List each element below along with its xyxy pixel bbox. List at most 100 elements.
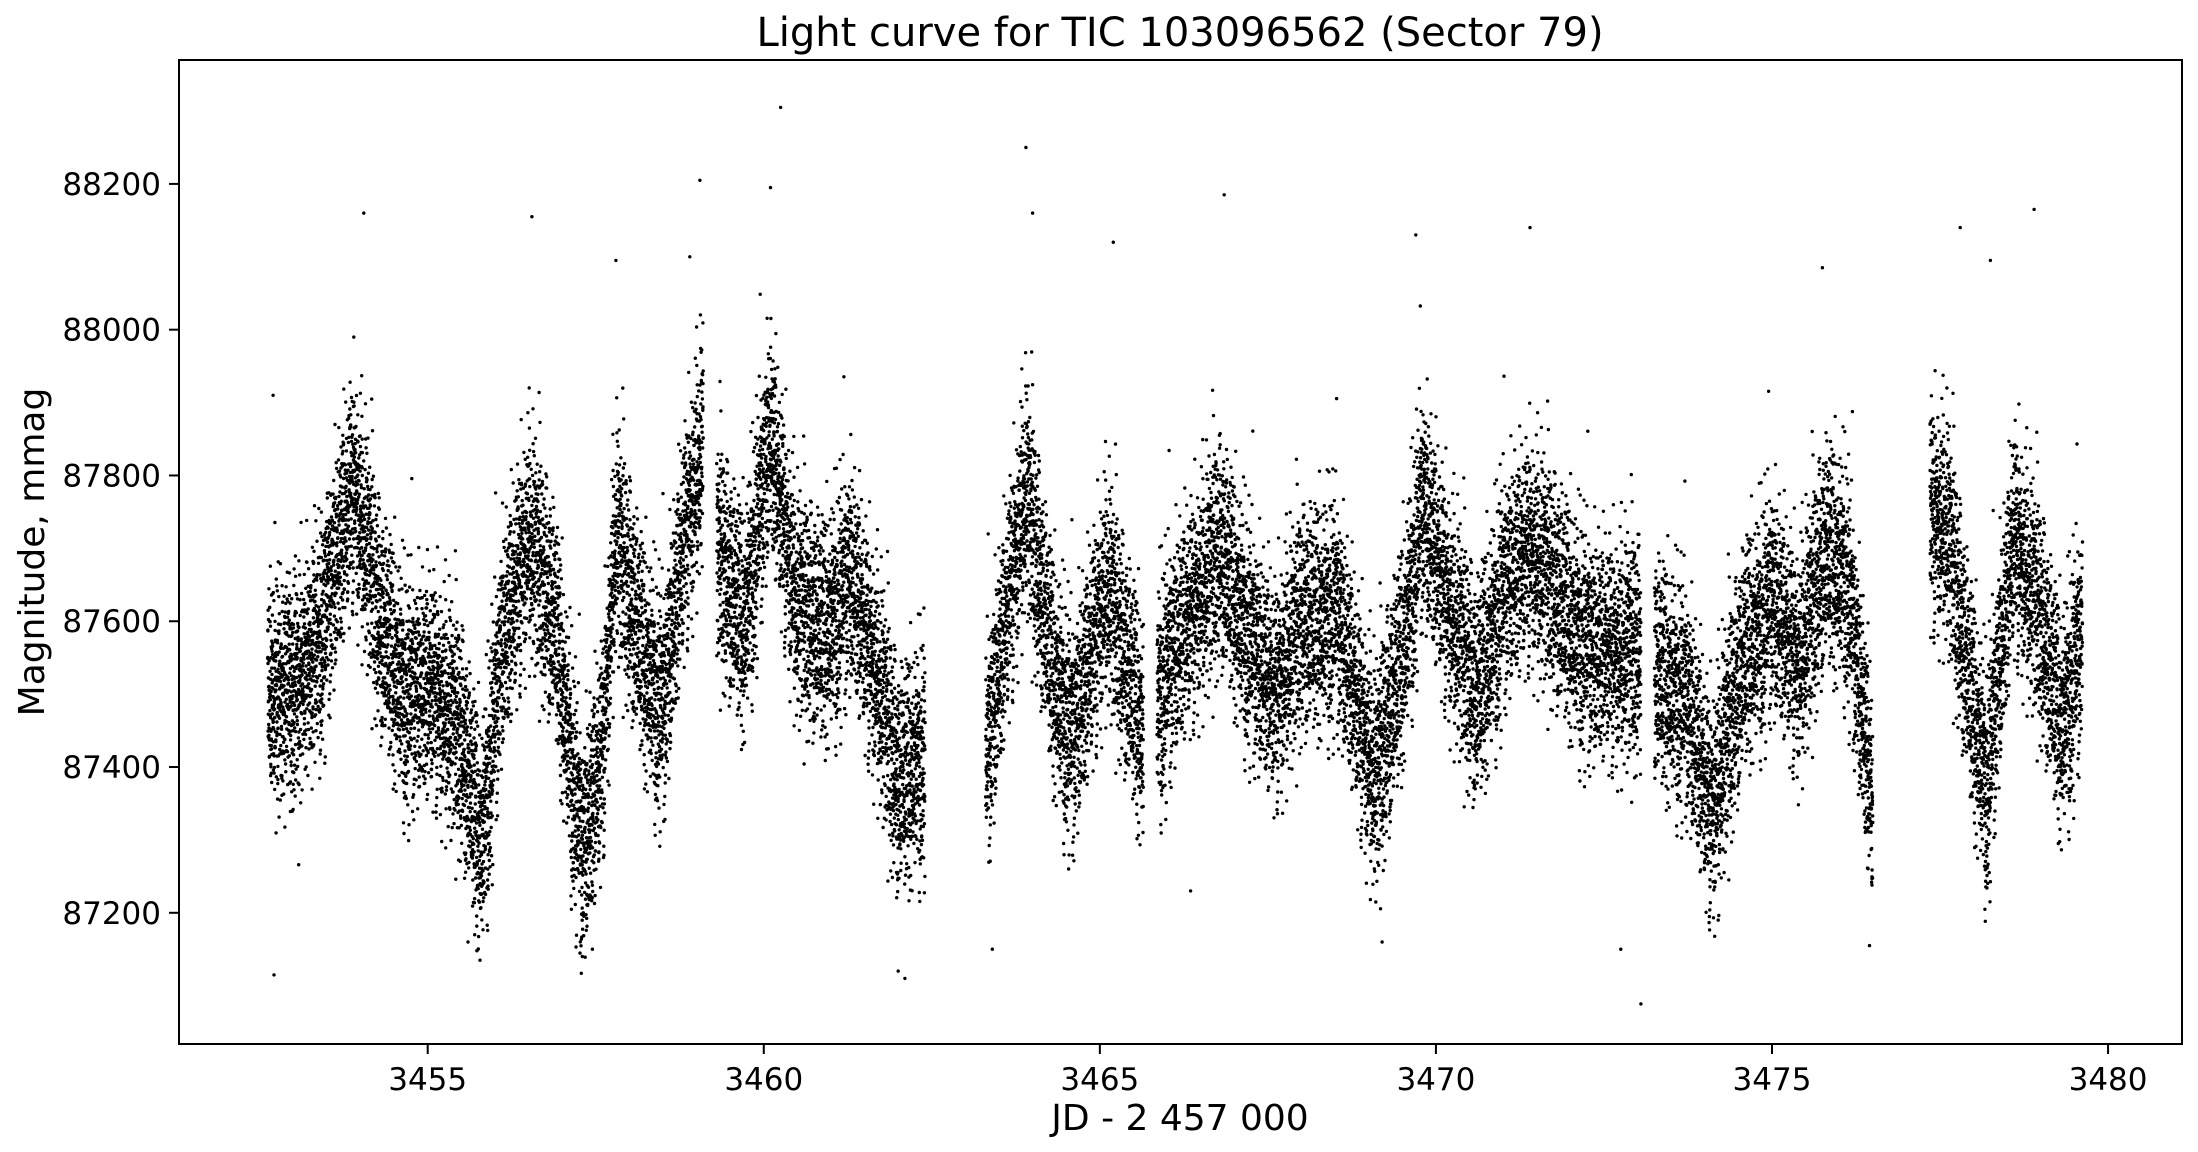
data-point (370, 429, 375, 433)
data-point (533, 436, 538, 440)
data-point (317, 612, 321, 616)
data-point (479, 853, 484, 857)
data-point (472, 896, 477, 901)
data-point (368, 665, 372, 669)
data-point (390, 728, 394, 733)
data-point (544, 657, 548, 661)
data-point (348, 464, 353, 469)
data-point (536, 515, 540, 520)
data-point (284, 715, 289, 719)
data-point (530, 603, 534, 607)
data-point (558, 763, 563, 767)
data-point (329, 651, 333, 655)
data-point (272, 707, 277, 711)
data-point (578, 767, 583, 771)
data-point (464, 777, 468, 782)
data-point (320, 620, 324, 624)
data-point (491, 862, 495, 867)
data-point (530, 613, 535, 617)
data-point (386, 656, 391, 660)
data-point (568, 687, 572, 691)
data-point (405, 760, 410, 764)
data-point (464, 674, 469, 678)
data-point (401, 621, 405, 625)
data-point (554, 639, 558, 643)
data-point (518, 609, 522, 614)
data-point (542, 665, 547, 669)
data-point (269, 771, 273, 775)
data-point (339, 499, 343, 503)
data-point (268, 697, 273, 702)
data-point (354, 529, 358, 533)
data-point (336, 601, 340, 605)
data-point (400, 587, 404, 591)
data-point (352, 404, 356, 408)
data-point (370, 607, 375, 611)
data-point (545, 575, 550, 580)
data-point (459, 816, 463, 820)
data-point (329, 621, 333, 626)
data-point (531, 407, 535, 411)
data-point (375, 524, 380, 528)
data-point (420, 606, 424, 611)
data-point (519, 417, 523, 422)
data-point (341, 564, 345, 568)
data-point (580, 918, 584, 922)
data-point (442, 623, 446, 627)
data-point (468, 733, 472, 738)
data-point (272, 666, 277, 670)
data-point (382, 691, 387, 695)
data-point (446, 727, 450, 732)
data-point (484, 740, 489, 744)
data-point (347, 537, 352, 541)
data-point (536, 530, 541, 534)
data-point (534, 598, 538, 602)
data-point (522, 560, 526, 564)
data-point (461, 687, 465, 691)
data-point (330, 592, 334, 596)
data-point (390, 636, 394, 640)
data-point (375, 550, 379, 554)
data-point (355, 501, 359, 506)
data-point (474, 748, 478, 753)
data-point (517, 626, 521, 630)
data-point (320, 592, 324, 596)
data-point (288, 671, 292, 675)
data-point (380, 735, 384, 739)
data-point (565, 615, 569, 619)
data-point (357, 586, 361, 591)
data-point (295, 629, 300, 633)
data-point (297, 704, 301, 708)
data-point (401, 821, 406, 825)
data-point (321, 687, 325, 691)
data-point (278, 562, 283, 566)
data-point (438, 812, 443, 817)
data-point (304, 586, 308, 590)
data-point (340, 485, 344, 489)
data-point (373, 492, 377, 497)
data-point (467, 860, 471, 865)
data-point (415, 595, 420, 600)
data-point (298, 649, 303, 653)
data-point (298, 727, 303, 732)
data-point (536, 526, 540, 531)
data-point (356, 590, 360, 595)
data-point (284, 770, 288, 774)
data-point (579, 825, 583, 829)
data-point (278, 679, 283, 684)
data-point (537, 478, 541, 482)
data-point (360, 625, 364, 629)
data-point (328, 558, 332, 562)
data-point (323, 665, 328, 670)
data-point (563, 610, 568, 614)
data-point (539, 535, 544, 540)
data-point (266, 608, 270, 612)
data-point (370, 485, 374, 489)
data-point (426, 623, 430, 628)
data-point (574, 730, 579, 734)
data-point (308, 620, 312, 625)
data-point (494, 594, 499, 599)
data-point (551, 629, 556, 633)
data-point (310, 715, 314, 720)
data-point (302, 597, 306, 602)
